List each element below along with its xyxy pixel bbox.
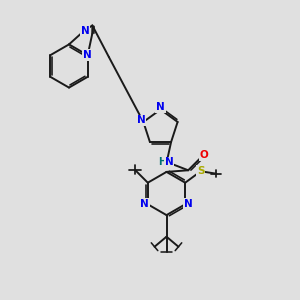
Text: O: O [200,150,208,160]
Text: N: N [184,199,193,209]
Text: N: N [140,199,149,209]
Text: S: S [197,166,205,176]
Text: N: N [81,26,89,35]
Text: N: N [136,116,146,125]
Text: H: H [159,158,167,167]
Text: N: N [165,158,174,167]
Text: N: N [83,50,92,60]
Text: N: N [156,102,165,112]
